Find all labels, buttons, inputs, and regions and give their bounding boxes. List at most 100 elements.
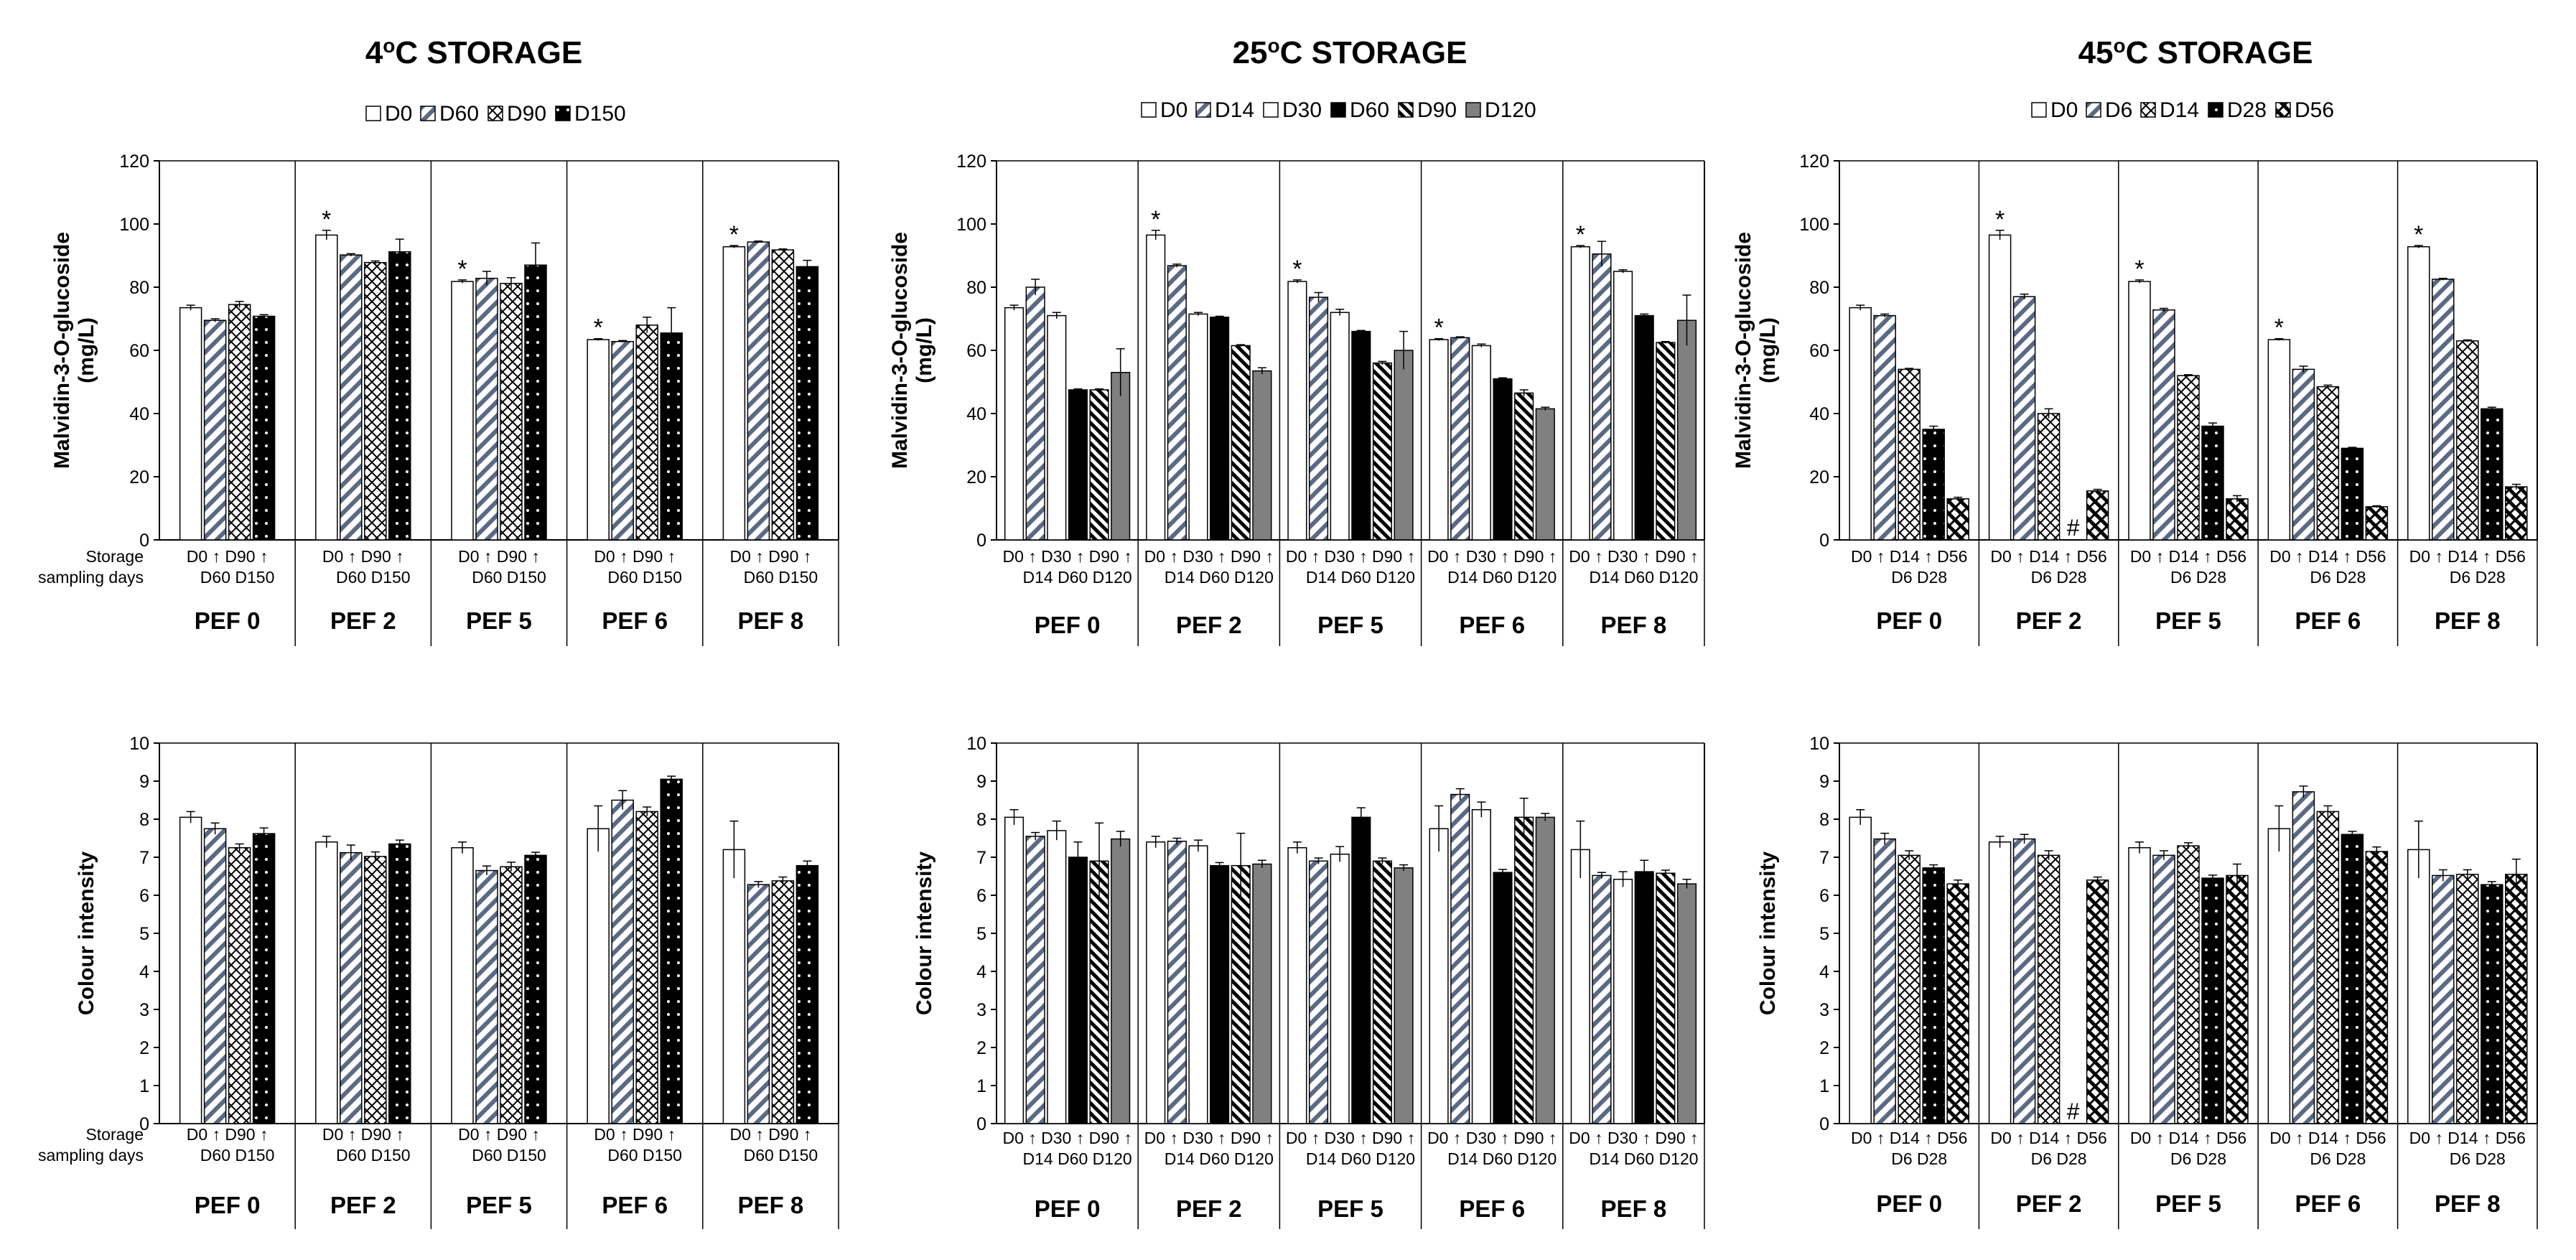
y-tick-label: 5 (139, 924, 149, 944)
bar (2341, 447, 2364, 541)
bar (2292, 791, 2315, 1124)
y-tick-label: 100 (1799, 215, 1829, 235)
bar (771, 880, 795, 1124)
bar (1570, 246, 1590, 541)
bar (1429, 828, 1449, 1124)
bar (1898, 368, 1921, 541)
bar (500, 282, 523, 541)
day-label-row1: D0 ↑ D14 ↑ D56 (2269, 547, 2386, 566)
group-label: PEF 2 (330, 607, 396, 634)
group-label: PEF 0 (1876, 607, 1942, 634)
bar (1922, 429, 1945, 541)
day-label-row2: D14 D60 D120 (1306, 568, 1415, 587)
y-tick-label: 20 (1809, 467, 1829, 487)
bar (1450, 337, 1470, 541)
chart-b2: 0 1 2 3 4 5 6 7 8 9 10 Colour intensity D0 ↑ D30 ↑ D… (913, 734, 1705, 1229)
bar (1471, 345, 1491, 541)
bar (1351, 330, 1371, 541)
day-label-row2: D6 D28 (2170, 568, 2226, 587)
y-tick-label: 9 (139, 772, 149, 792)
significance-marker: * (457, 256, 467, 283)
y-tick-label: 100 (119, 215, 149, 235)
day-label-row2: D60 D150 (200, 568, 275, 587)
y-tick-label: 0 (1819, 1114, 1829, 1134)
bar (771, 249, 795, 541)
day-label-row2: D14 D60 D120 (1023, 1149, 1132, 1168)
day-label-row1: D0 ↑ D30 ↑ D90 ↑ (1286, 1129, 1415, 1147)
y-tick-label: 6 (1819, 886, 1829, 906)
day-label-row2: D14 D60 D120 (1023, 568, 1132, 587)
y-tick-label: 4 (976, 962, 986, 982)
bar (2456, 340, 2479, 541)
y-tick-label: 20 (966, 467, 986, 487)
bar (228, 304, 251, 541)
bar (1231, 345, 1251, 541)
bar (1210, 317, 1230, 541)
bar (747, 884, 770, 1124)
bar (1188, 313, 1208, 541)
y-tick-label: 10 (1809, 734, 1829, 754)
bar (2152, 309, 2175, 541)
day-label-row1: D0 ↑ D14 ↑ D56 (1851, 547, 1967, 566)
legend-swatch (365, 106, 381, 121)
y-tick-label: 4 (1819, 962, 1829, 982)
y-tick-label: 1 (139, 1076, 149, 1096)
y-tick-label: 0 (139, 1114, 149, 1134)
legend-label: D0 (2050, 98, 2078, 122)
group-label: PEF 5 (466, 1192, 532, 1218)
group-label: PEF 6 (1459, 612, 1525, 638)
day-label-row1: D0 ↑ D30 ↑ D90 ↑ (1144, 1129, 1274, 1147)
bar (722, 849, 746, 1124)
bar (2365, 506, 2389, 541)
y-tick-label: 60 (1809, 341, 1829, 361)
y-tick-label: 1 (1819, 1076, 1829, 1096)
bar (340, 254, 363, 541)
day-label-row2: D6 D28 (2170, 1149, 2226, 1168)
group-label: PEF 0 (195, 1192, 261, 1218)
legend-swatch (2086, 102, 2101, 118)
y-axis-label: Malvidin-3-O-glucoside (888, 232, 912, 469)
bar (1535, 408, 1555, 541)
bar (1004, 816, 1025, 1124)
bar (2128, 281, 2151, 541)
day-label-row2: D14 D60 D120 (1165, 568, 1274, 587)
day-label-row1: D0 ↑ D90 ↑ (594, 1125, 676, 1144)
day-label-row2: D6 D28 (2450, 1149, 2506, 1168)
bar (2201, 877, 2224, 1124)
significance-marker: * (1151, 206, 1160, 233)
y-tick-label: 7 (139, 848, 149, 868)
bar (1676, 883, 1697, 1124)
group-label: PEF 8 (1601, 612, 1667, 638)
day-label-row1: D0 ↑ D30 ↑ D90 ↑ (1286, 547, 1415, 566)
group-label: PEF 8 (1601, 1195, 1667, 1222)
bar (388, 843, 411, 1124)
day-label-row2: D60 D150 (336, 568, 411, 587)
group-label: PEF 5 (1317, 1195, 1383, 1222)
legend-swatch (1398, 102, 1414, 118)
significance-marker: * (1292, 256, 1302, 283)
bar (1308, 860, 1329, 1124)
y-axis-label: Malvidin-3-O-glucoside (50, 232, 74, 469)
bar (451, 281, 474, 541)
group-label: PEF 2 (1176, 612, 1242, 638)
legend-label: D150 (574, 102, 626, 126)
y-tick-label: 9 (1819, 772, 1829, 792)
bar (475, 869, 498, 1124)
day-label-row2: D14 D60 D120 (1306, 1149, 1415, 1168)
group-label: PEF 2 (330, 1192, 396, 1218)
day-label-row2: D6 D28 (2310, 568, 2366, 587)
bar (2086, 490, 2109, 541)
bar (2481, 884, 2503, 1124)
bar (1252, 863, 1272, 1124)
y-tick-label: 6 (139, 886, 149, 906)
storage-label: Storage (85, 1125, 144, 1144)
y-axis-unit-label: (mg/L) (1756, 317, 1780, 383)
group-label: PEF 8 (738, 607, 804, 634)
bar (1873, 314, 1896, 541)
significance-marker: * (1434, 314, 1443, 342)
day-label-row1: D0 ↑ D14 ↑ D56 (1990, 1129, 2106, 1147)
day-label-row1: D0 ↑ D14 ↑ D56 (2409, 547, 2526, 566)
legend-swatch (2140, 102, 2156, 118)
bar (1089, 860, 1109, 1124)
